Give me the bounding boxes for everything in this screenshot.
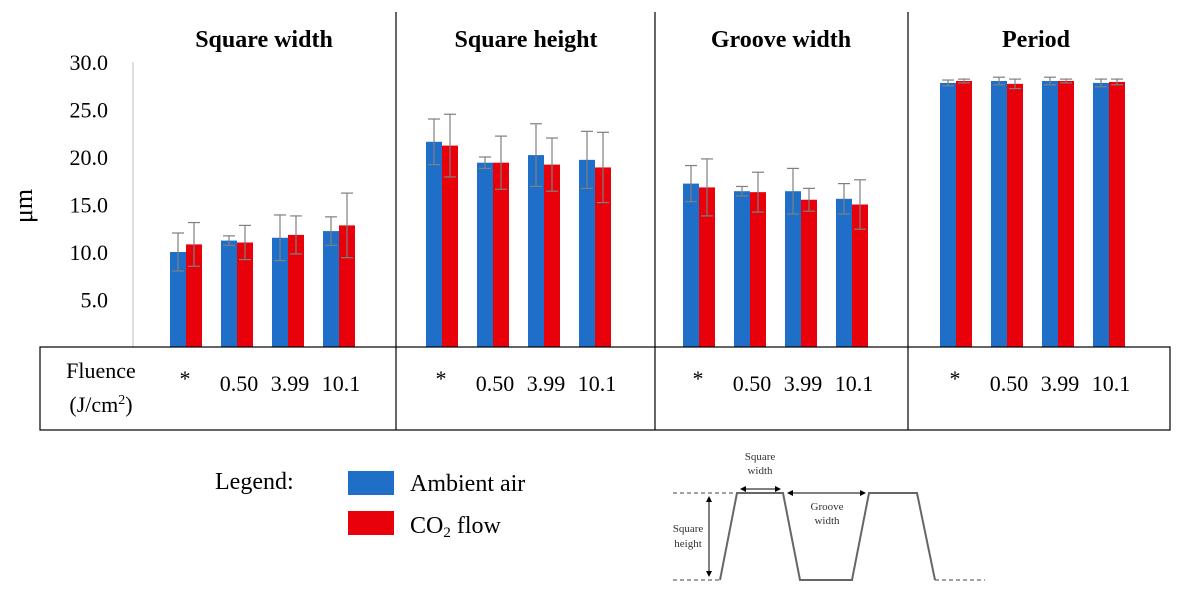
category-label: 3.99 — [527, 371, 566, 396]
bar-co2-flow — [237, 242, 253, 347]
fluence-unit-main: (J/cm — [69, 392, 118, 417]
category-label: 3.99 — [271, 371, 310, 396]
legend-label-co2: CO2 flow — [410, 513, 502, 541]
diagram-square-height-label-2: height — [674, 538, 702, 550]
legend-co2-sub: 2 — [443, 525, 451, 541]
y-tick-label: 20.0 — [70, 145, 109, 170]
bar-co2-flow — [801, 199, 817, 347]
bar-ambient-air — [477, 162, 493, 347]
bar-ambient-air — [579, 159, 595, 347]
y-axis-label: μm — [9, 189, 38, 223]
legend-co2-end: flow — [451, 513, 502, 539]
bar-ambient-air — [1042, 81, 1058, 347]
fluence-unit-sup: 2 — [118, 393, 125, 408]
panel-title: Square height — [455, 27, 598, 53]
bar-co2-flow — [339, 225, 355, 347]
bar-co2-flow — [493, 162, 509, 347]
category-label: 10.1 — [835, 371, 874, 396]
fluence-unit-label: (J/cm2) — [69, 392, 132, 417]
bar-co2-flow — [699, 187, 715, 347]
category-label: 3.99 — [784, 371, 823, 396]
y-tick-label: 5.0 — [81, 288, 109, 313]
legend-label-ambient: Ambient air — [410, 471, 525, 497]
category-label: 10.1 — [1092, 371, 1131, 396]
bar-ambient-air — [426, 141, 442, 347]
y-tick-label: 30.0 — [70, 50, 109, 75]
panel-title: Square width — [195, 27, 333, 53]
bar-co2-flow — [544, 164, 560, 347]
bar-co2-flow — [288, 234, 304, 347]
category-label: 10.1 — [322, 371, 361, 396]
diagram-square-width-label-1: Square — [745, 451, 776, 463]
diagram-groove-width-label-1: Groove — [811, 501, 844, 513]
y-tick-label: 25.0 — [70, 98, 109, 123]
bar-co2-flow — [442, 145, 458, 347]
bar-ambient-air — [991, 81, 1007, 347]
legend-title: Legend: — [215, 469, 294, 495]
legend-swatch-co2 — [348, 511, 394, 535]
bar-co2-flow — [595, 167, 611, 347]
fluence-row-box — [39, 346, 1171, 431]
panel-title: Period — [1002, 27, 1071, 53]
y-tick-label: 15.0 — [70, 193, 109, 218]
y-tick-label: 10.0 — [70, 240, 109, 265]
bar-ambient-air — [734, 191, 750, 347]
bar-co2-flow — [186, 244, 202, 347]
category-labels: * 0.50 3.99 10.1 * 0.50 3.99 10.1 * 0.50 3.99 10.1 *… — [180, 366, 1131, 396]
category-label: * — [950, 366, 961, 391]
bar-ambient-air — [221, 240, 237, 347]
bar-ambient-air — [272, 237, 288, 347]
diagram-groove-width-label-2: width — [814, 515, 840, 527]
bar-ambient-air — [683, 183, 699, 347]
bar-ambient-air — [836, 198, 852, 347]
profile-diagram: Square width Groove width Square height — [673, 451, 985, 581]
legend-swatch-ambient — [348, 471, 394, 495]
legend-co2-main: CO — [410, 513, 443, 539]
bar-co2-flow — [1058, 81, 1074, 347]
y-tick-labels: 5.0 10.0 15.0 20.0 25.0 30.0 — [70, 50, 109, 313]
diagram-square-width-label-2: width — [747, 465, 773, 477]
category-label: 10.1 — [578, 371, 617, 396]
bar-co2-flow — [956, 81, 972, 347]
fluence-label: Fluence — [66, 358, 136, 383]
panel-title: Groove width — [711, 27, 851, 53]
category-label: 0.50 — [990, 371, 1029, 396]
bar-ambient-air — [940, 82, 956, 348]
panel-titles: Square width Square height Groove width Per… — [195, 27, 1070, 53]
bar-co2-flow — [1007, 83, 1023, 347]
bar-ambient-air — [170, 252, 186, 347]
legend: Legend: Ambient air CO2 flow — [215, 469, 525, 541]
category-label: 0.50 — [733, 371, 772, 396]
bar-co2-flow — [750, 192, 766, 347]
bars-group — [170, 76, 1125, 348]
bar-co2-flow — [1109, 81, 1125, 347]
bar-ambient-air — [528, 155, 544, 347]
groove-profile-line — [719, 492, 936, 581]
category-label: * — [436, 366, 447, 391]
category-label: 3.99 — [1041, 371, 1080, 396]
bar-ambient-air — [1093, 82, 1109, 348]
bar-ambient-air — [323, 231, 339, 347]
category-label: 0.50 — [220, 371, 259, 396]
category-label: * — [180, 366, 191, 391]
category-label: * — [693, 366, 704, 391]
fluence-unit-end: ) — [125, 392, 132, 417]
diagram-square-height-label-1: Square — [673, 523, 704, 535]
category-label: 0.50 — [476, 371, 515, 396]
bar-co2-flow — [852, 204, 868, 347]
bar-ambient-air — [785, 191, 801, 347]
